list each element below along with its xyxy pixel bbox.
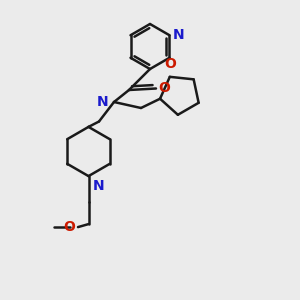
Text: O: O: [63, 220, 75, 234]
Text: O: O: [158, 81, 170, 94]
Text: N: N: [97, 95, 109, 109]
Text: O: O: [164, 57, 176, 71]
Text: N: N: [93, 179, 105, 193]
Text: N: N: [173, 28, 185, 42]
